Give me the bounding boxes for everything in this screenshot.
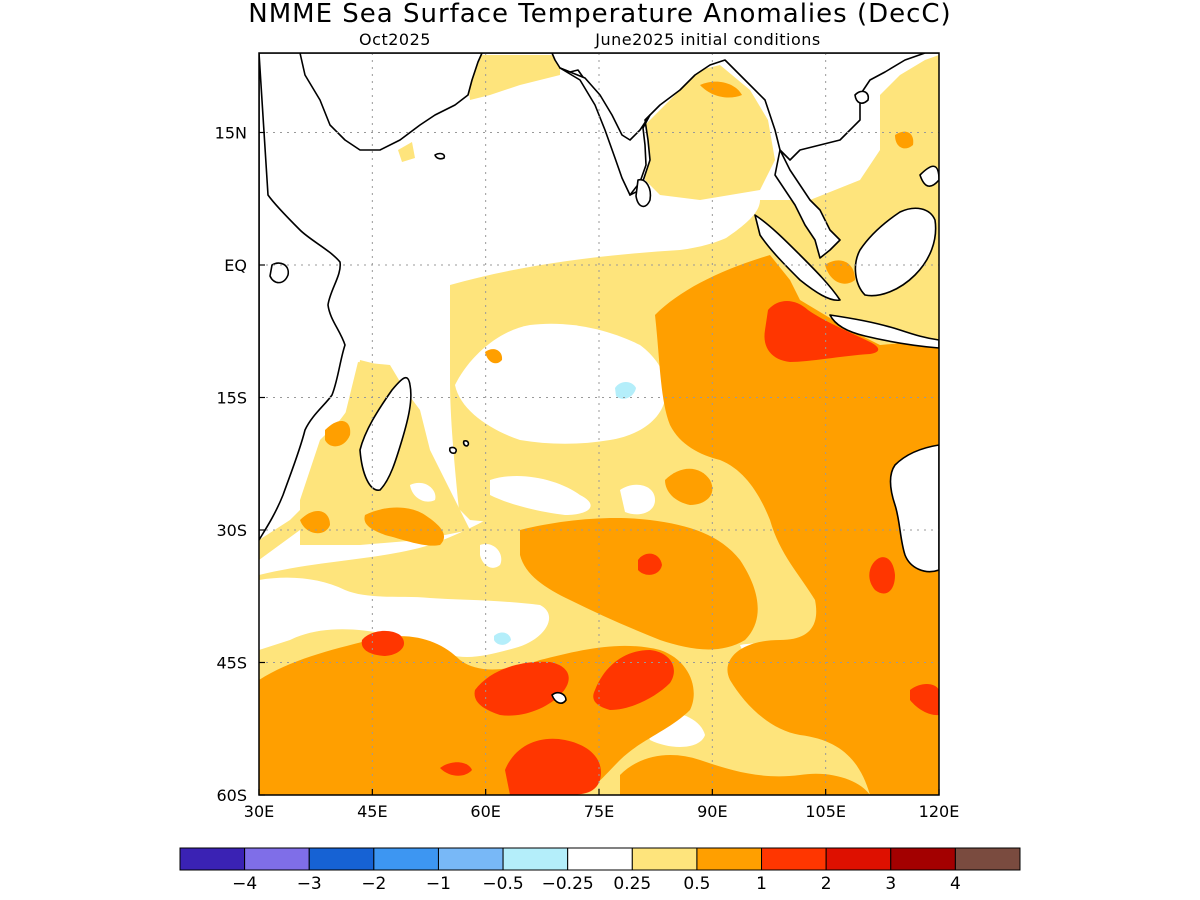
anomaly-region-orange-patch-4 — [665, 468, 713, 505]
colorbar-label: 0.5 — [683, 874, 710, 894]
neutral-region-patch-1 — [490, 475, 591, 515]
anomaly-band-m025-m05 — [494, 382, 636, 645]
anomaly-region-red-south-3 — [505, 738, 601, 795]
anomaly-region-red-patch-3 — [869, 557, 895, 594]
anomaly-region-red-patch-2 — [638, 553, 662, 575]
anomaly-region-red-patch-5 — [440, 762, 472, 776]
anomaly-region-orange-patch-6 — [895, 131, 914, 149]
neutral-region-southwest — [259, 577, 550, 658]
anomaly-band-1-2 — [361, 301, 939, 795]
land-australia — [889, 444, 939, 573]
negative-region-patch-2 — [494, 632, 511, 645]
land-india — [559, 67, 651, 196]
lat-tick-label: 45S — [216, 654, 247, 673]
colorbar-labels: −4 −3 −2 −1 −0.5 −0.25 0.25 0.5 1 2 3 4 — [232, 874, 961, 894]
land-africa — [259, 53, 483, 541]
colorbar-label: 0.25 — [613, 874, 651, 894]
lat-tick-label: EQ — [224, 256, 247, 275]
anomaly-band-05-1 — [259, 81, 939, 795]
land-mascarene-1 — [448, 446, 457, 454]
lon-tick-label: 30E — [244, 802, 274, 821]
neutral-region-patch-3 — [480, 544, 502, 568]
colorbar-label: −0.25 — [542, 874, 594, 894]
lat-tick-label: 60S — [216, 786, 247, 805]
anomaly-region-orange-patch-2 — [364, 507, 445, 546]
anomaly-region-orange-patch-3 — [325, 420, 351, 447]
neutral-region-central — [455, 323, 667, 444]
land-borneo — [854, 207, 937, 297]
land-java — [829, 314, 939, 349]
colorbar-label: 3 — [885, 874, 896, 894]
negative-region-patch-1 — [615, 382, 636, 399]
anomaly-region-orange-patch-8 — [825, 260, 855, 284]
lat-tick-label: 15S — [216, 389, 247, 408]
anomaly-region-orange-mid — [520, 518, 758, 650]
anomaly-region-orange-patch-1 — [300, 510, 330, 534]
colorbar-swatch — [631, 847, 698, 871]
lon-tick-label: 120E — [919, 802, 960, 821]
latitude-axis: 15N EQ 15S 30S 45S 60S — [215, 124, 265, 805]
anomaly-region-red-patch-4 — [910, 684, 939, 716]
land-sumatra — [754, 214, 841, 302]
map-gridlines — [259, 53, 939, 795]
colorbar-label: 2 — [821, 874, 832, 894]
land-madagascar — [359, 376, 412, 491]
lon-tick-label: 75E — [584, 802, 614, 821]
colorbar-swatch — [244, 847, 310, 871]
lon-tick-label: 60E — [470, 802, 500, 821]
land-lake-victoria — [269, 262, 290, 284]
anomaly-region-yellow-red-sea — [465, 55, 560, 100]
colorbar-swatch — [437, 847, 504, 871]
land-socotra — [434, 152, 446, 160]
colorbar — [179, 847, 1021, 871]
colorbar-swatch — [696, 847, 763, 871]
valid-month-label: Oct2025 — [359, 30, 431, 49]
lat-tick-label: 30S — [216, 521, 247, 540]
colorbar-label: −3 — [297, 874, 322, 894]
colorbar-swatch — [954, 847, 1021, 871]
colorbar-swatch — [825, 847, 892, 871]
land-taiwan-hainan — [854, 90, 870, 104]
colorbar-swatch — [179, 847, 246, 871]
anomaly-region-orange-south-center — [620, 755, 870, 795]
land-kerguelen — [551, 692, 567, 704]
lat-tick-label: 15N — [215, 124, 247, 143]
colorbar-swatch — [373, 847, 439, 871]
colorbar-label: −0.5 — [482, 874, 523, 894]
initial-conditions-label: June2025 initial conditions — [594, 30, 821, 49]
colorbar-label: −2 — [361, 874, 386, 894]
anomaly-region-orange-patch-7 — [700, 81, 742, 98]
anomaly-region-red-sumatra — [764, 301, 879, 362]
longitude-axis: 30E 45E 60E 75E 90E 105E 120E — [244, 789, 960, 821]
land-masses — [259, 53, 939, 704]
colorbar-swatch — [761, 847, 827, 871]
anomaly-region-orange-patch-5 — [485, 349, 503, 364]
colorbar-swatch — [890, 847, 956, 871]
anomaly-region-red-south-1 — [474, 661, 569, 716]
figure-title: NMME Sea Surface Temperature Anomalies (… — [248, 0, 951, 29]
colorbar-swatch — [308, 847, 375, 871]
land-philippines — [919, 165, 939, 187]
anomaly-region-red-south-2 — [593, 650, 674, 710]
lon-tick-label: 45E — [357, 802, 387, 821]
lon-tick-label: 90E — [697, 802, 727, 821]
map-panel — [259, 53, 939, 795]
neutral-region-patch-9 — [410, 482, 436, 502]
colorbar-label: −4 — [232, 874, 257, 894]
land-mascarene-2 — [462, 440, 470, 447]
colorbar-swatch — [502, 847, 569, 871]
colorbar-label: 1 — [756, 874, 767, 894]
anomaly-region-orange-east — [655, 255, 939, 795]
neutral-region-patch-2 — [620, 484, 655, 515]
land-southeast-asia — [774, 149, 841, 259]
colorbar-swatch — [567, 847, 633, 871]
land-sri-lanka — [635, 178, 652, 208]
lon-tick-label: 105E — [805, 802, 846, 821]
colorbar-label: −1 — [426, 874, 451, 894]
anomaly-region-yellow-arabian-coast — [398, 142, 415, 162]
colorbar-label: 4 — [950, 874, 961, 894]
